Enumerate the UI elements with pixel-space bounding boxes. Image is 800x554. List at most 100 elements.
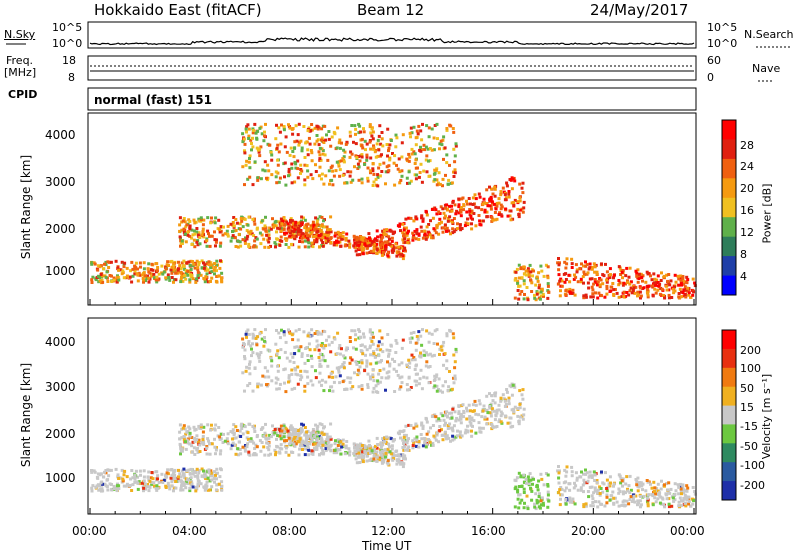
scatter-cell <box>289 352 293 356</box>
scatter-cell <box>579 486 583 490</box>
scatter-cell <box>537 271 541 275</box>
scatter-cell <box>529 278 532 282</box>
scatter-cell <box>372 352 376 355</box>
scatter-cell <box>650 278 654 282</box>
scatter-cell <box>357 455 361 459</box>
scatter-cell <box>100 278 104 282</box>
scatter-cell <box>433 178 437 182</box>
noise-trace <box>89 37 695 46</box>
scatter-cell <box>202 261 205 265</box>
scatter-cell <box>152 481 156 485</box>
scatter-cell <box>307 342 311 346</box>
scatter-cell <box>306 382 310 386</box>
scatter-cell <box>645 479 649 482</box>
scatter-cell <box>516 488 520 492</box>
scatter-cell <box>319 228 323 232</box>
xtick-2: 08:00 <box>272 524 307 538</box>
scatter-cell <box>358 240 361 244</box>
scatter-cell <box>646 272 650 276</box>
scatter-cell <box>402 435 406 439</box>
scatter-cell <box>513 405 517 409</box>
scatter-cell <box>402 442 405 445</box>
scatter-cell <box>516 497 520 501</box>
scatter-cell <box>375 455 379 459</box>
scatter-cell <box>389 139 393 142</box>
scatter-cell <box>243 142 247 146</box>
scatter-cell <box>414 422 418 426</box>
scatter-cell <box>210 270 214 274</box>
scatter-cell <box>167 276 171 279</box>
scatter-cell <box>680 283 683 287</box>
scatter-cell <box>381 437 385 441</box>
scatter-cell <box>194 280 198 284</box>
scatter-cell <box>187 260 191 264</box>
scatter-cell <box>410 131 414 135</box>
scatter-cell <box>377 166 381 170</box>
scatter-cell <box>557 273 561 277</box>
scatter-cell <box>299 369 303 373</box>
scatter-cell <box>287 376 291 380</box>
scatter-cell <box>444 227 448 231</box>
scatter-cell <box>352 244 356 248</box>
scatter-cell <box>677 283 681 287</box>
scatter-cell <box>282 128 286 132</box>
colorbar-swatch <box>722 462 736 482</box>
cpid-label: CPID <box>8 88 38 101</box>
scatter-cell <box>362 130 366 134</box>
scatter-cell <box>384 451 388 455</box>
scatter-cell <box>264 226 268 230</box>
scatter-cell <box>536 279 540 283</box>
scatter-cell <box>591 288 595 292</box>
scatter-cell <box>263 375 267 379</box>
scatter-cell <box>365 459 369 463</box>
scatter-cell <box>380 131 384 134</box>
scatter-cell <box>484 409 488 412</box>
scatter-cell <box>182 438 186 442</box>
scatter-cell <box>326 228 330 232</box>
scatter-cell <box>500 412 504 416</box>
scatter-cell <box>435 373 439 377</box>
scatter-cell <box>441 138 445 142</box>
scatter-cell <box>356 368 360 372</box>
scatter-cell <box>455 416 459 420</box>
power-cb-28: 28 <box>740 139 754 152</box>
scatter-cell <box>522 282 526 286</box>
scatter-cell <box>377 250 381 254</box>
scatter-cell <box>408 131 412 135</box>
scatter-cell <box>282 435 286 439</box>
scatter-cell <box>286 222 290 226</box>
scatter-cell <box>130 260 134 264</box>
scatter-cell <box>315 240 319 244</box>
scatter-cell <box>339 442 343 446</box>
scatter-cell <box>181 279 185 283</box>
scatter-cell <box>593 473 597 477</box>
scatter-cell <box>316 229 320 233</box>
scatter-cell <box>684 288 688 292</box>
scatter-cell <box>450 411 453 415</box>
scatter-cell <box>262 139 266 143</box>
scatter-cell <box>324 234 328 238</box>
scatter-cell <box>106 280 110 283</box>
scatter-cell <box>255 343 259 347</box>
scatter-cell <box>646 502 650 506</box>
scatter-cell <box>393 360 397 363</box>
scatter-cell <box>612 288 616 292</box>
scatter-cell <box>192 436 196 440</box>
scatter-cell <box>369 156 373 160</box>
scatter-cell <box>378 124 382 128</box>
scatter-cell <box>267 436 271 440</box>
scatter-cell <box>294 437 298 441</box>
scatter-cell <box>306 375 310 379</box>
scatter-cell <box>512 407 516 411</box>
scatter-cell <box>334 231 337 235</box>
scatter-cell <box>681 484 685 488</box>
scatter-cell <box>247 137 251 140</box>
scatter-cell <box>686 278 690 282</box>
scatter-cell <box>680 499 683 503</box>
scatter-cell <box>574 263 578 267</box>
scatter-cell <box>578 475 582 479</box>
scatter-cell <box>354 154 358 158</box>
scatter-cell <box>330 135 334 139</box>
noise-sky-line <box>89 37 695 46</box>
scatter-cell <box>420 229 424 233</box>
